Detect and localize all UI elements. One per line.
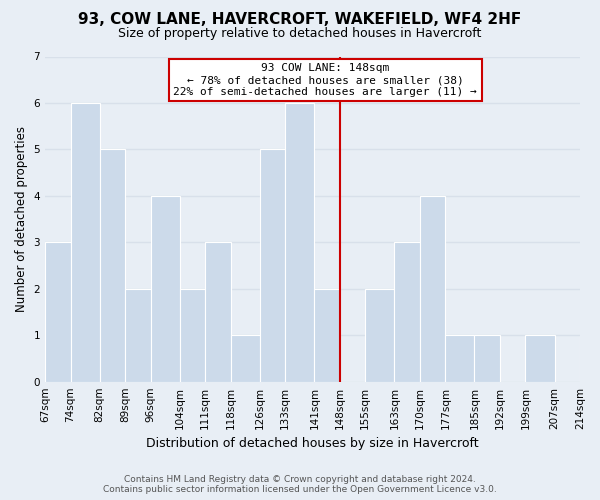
Bar <box>285 103 314 382</box>
Text: 93 COW LANE: 148sqm
← 78% of detached houses are smaller (38)
22% of semi-detach: 93 COW LANE: 148sqm ← 78% of detached ho… <box>173 64 477 96</box>
Bar <box>526 335 554 382</box>
Bar <box>71 103 100 382</box>
Y-axis label: Number of detached properties: Number of detached properties <box>15 126 28 312</box>
Bar <box>445 335 475 382</box>
Text: Size of property relative to detached houses in Havercroft: Size of property relative to detached ho… <box>118 28 482 40</box>
Bar <box>365 289 394 382</box>
Bar <box>100 150 125 382</box>
Bar <box>230 335 260 382</box>
Text: 93, COW LANE, HAVERCROFT, WAKEFIELD, WF4 2HF: 93, COW LANE, HAVERCROFT, WAKEFIELD, WF4… <box>79 12 521 28</box>
Bar <box>125 289 151 382</box>
Bar <box>580 335 600 382</box>
Bar <box>45 242 71 382</box>
Bar <box>314 289 340 382</box>
Bar <box>420 196 445 382</box>
Bar <box>394 242 420 382</box>
Bar <box>475 335 500 382</box>
Text: Contains HM Land Registry data © Crown copyright and database right 2024.
Contai: Contains HM Land Registry data © Crown c… <box>103 474 497 494</box>
Bar <box>151 196 179 382</box>
X-axis label: Distribution of detached houses by size in Havercroft: Distribution of detached houses by size … <box>146 437 479 450</box>
Bar <box>260 150 285 382</box>
Bar <box>179 289 205 382</box>
Bar <box>205 242 230 382</box>
